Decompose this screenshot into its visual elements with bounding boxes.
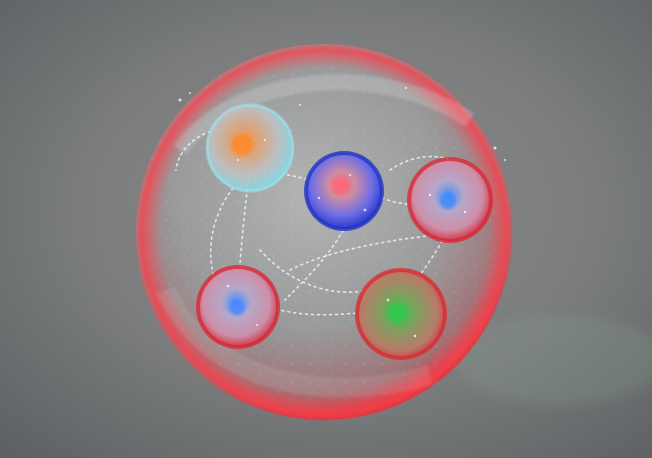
particle-red-green	[357, 270, 445, 358]
particle-blue-red	[306, 153, 382, 229]
particle-orange-cyan	[207, 105, 293, 191]
particle-red-blue-right	[409, 159, 491, 241]
particle-red-blue-left	[198, 267, 278, 347]
